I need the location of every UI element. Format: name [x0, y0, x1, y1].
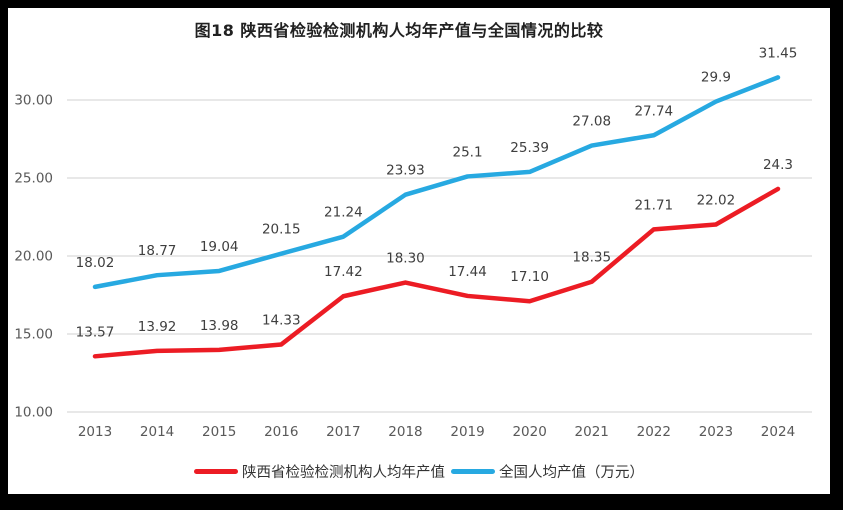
data-label-shaanxi: 21.71	[634, 197, 673, 213]
x-axis-tick-label: 2018	[388, 424, 422, 440]
series-line-national	[92, 75, 781, 290]
data-label-shaanxi: 18.35	[572, 250, 611, 266]
national-series-swatch	[451, 469, 495, 474]
x-axis-tick-label: 2014	[140, 424, 174, 440]
x-axis-tick-label: 2017	[326, 424, 360, 440]
data-label-national: 18.77	[138, 243, 177, 259]
legend-item-shaanxi: 陕西省检验检测机构人均年产值	[194, 461, 445, 482]
x-axis-tick-label: 2019	[450, 424, 484, 440]
data-label-national: 25.39	[510, 140, 549, 156]
y-axis-tick-label: 10.00	[14, 405, 53, 421]
y-axis-tick-label: 25.00	[14, 171, 53, 187]
data-label-national: 20.15	[262, 222, 301, 238]
national-series-label: 全国人均产值（万元）	[499, 465, 644, 481]
data-label-shaanxi: 17.42	[324, 264, 363, 280]
line-chart-plot-area: 30.00 25.00 20.00 15.00 10.00 2013 2014 2015 201…	[14, 45, 812, 440]
shaanxi-series-label: 陕西省检验检测机构人均年产值	[242, 465, 445, 481]
x-axis-tick-label: 2023	[699, 424, 733, 440]
x-axis-tick-label: 2020	[512, 424, 546, 440]
data-label-national: 31.45	[759, 45, 798, 61]
data-label-national: 23.93	[386, 163, 425, 179]
x-axis-tick-label: 2022	[637, 424, 671, 440]
x-axis-tick-label: 2024	[761, 424, 795, 440]
data-label-shaanxi: 13.98	[200, 318, 239, 334]
data-label-national: 18.02	[76, 255, 115, 271]
data-label-shaanxi: 22.02	[697, 192, 736, 208]
data-label-shaanxi: 18.30	[386, 251, 425, 267]
legend-item-national: 全国人均产值（万元）	[451, 461, 644, 482]
data-label-shaanxi: 14.33	[262, 312, 301, 328]
series-line-shaanxi	[92, 186, 781, 359]
data-label-shaanxi: 13.92	[138, 319, 177, 335]
x-axis-tick-label: 2016	[264, 424, 298, 440]
y-axis-tick-label: 20.00	[14, 249, 53, 265]
data-label-shaanxi: 13.57	[76, 324, 115, 340]
x-axis-tick-label: 2021	[575, 424, 609, 440]
data-label-national: 25.1	[453, 144, 483, 160]
y-axis-tick-label: 15.00	[14, 327, 53, 343]
y-axis-tick-label: 30.00	[14, 93, 53, 109]
data-label-national: 21.24	[324, 205, 363, 221]
data-label-national: 27.08	[572, 114, 611, 130]
x-axis-tick-label: 2013	[78, 424, 112, 440]
chart-canvas: 图18 陕西省检验检测机构人均年产值与全国情况的比较 30.00 25.00 20.…	[8, 8, 830, 494]
data-label-national: 19.04	[200, 239, 239, 255]
data-label-shaanxi: 24.3	[763, 157, 793, 173]
data-label-national: 27.74	[634, 103, 673, 119]
chart-legend: 陕西省检验检测机构人均年产值 全国人均产值（万元）	[8, 461, 830, 482]
data-label-shaanxi: 17.10	[510, 269, 549, 285]
data-label-shaanxi: 17.44	[448, 264, 487, 280]
data-label-national: 29.9	[701, 70, 731, 86]
shaanxi-series-swatch	[194, 469, 238, 474]
x-axis-tick-label: 2015	[202, 424, 236, 440]
chart-title: 图18 陕西省检验检测机构人均年产值与全国情况的比较	[194, 21, 604, 40]
